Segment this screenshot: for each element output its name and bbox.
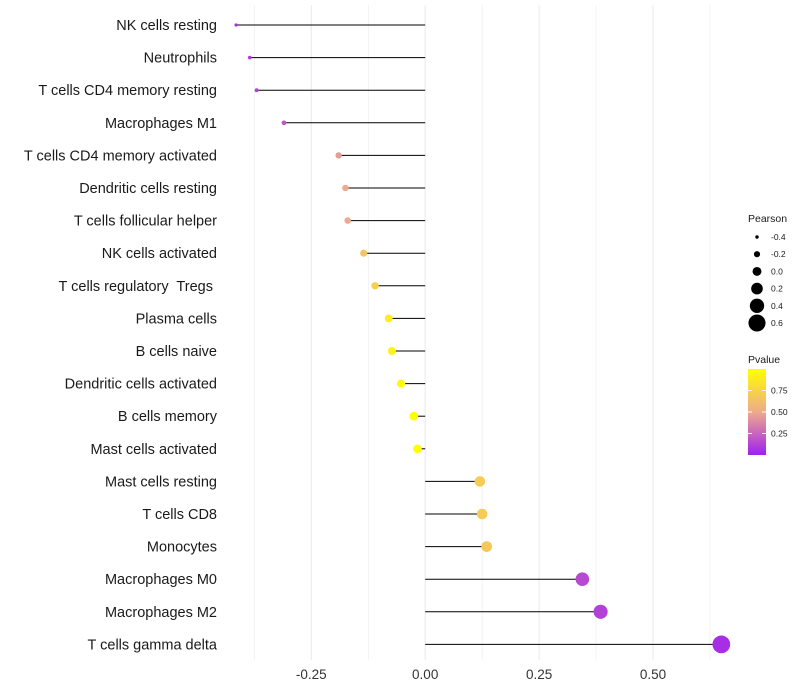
lollipop-point: [413, 444, 422, 454]
size-legend-label: 0.2: [771, 284, 783, 294]
category-label: Macrophages M1: [105, 116, 217, 132]
lollipop-point: [254, 88, 259, 93]
lollipop-point: [575, 572, 590, 587]
lollipop-point: [234, 23, 238, 27]
category-label: NK cells activated: [102, 246, 217, 262]
color-bar: [748, 369, 766, 455]
size-legend-key: [755, 235, 759, 239]
lollipop-point: [360, 249, 368, 257]
category-label: T cells CD4 memory resting: [38, 83, 217, 99]
size-legend-label: -0.4: [771, 232, 786, 242]
lollipop-point: [281, 120, 287, 126]
color-legend-label: 0.75: [771, 386, 788, 396]
category-label: Dendritic cells activated: [65, 377, 217, 393]
lollipop-point: [409, 411, 419, 421]
lollipop-point: [593, 604, 608, 619]
color-legend-title: Pvalue: [748, 354, 780, 366]
lollipop-point: [344, 217, 352, 224]
size-legend-key: [749, 298, 765, 313]
category-label: Mast cells resting: [105, 474, 217, 490]
grid-layer: [254, 5, 711, 660]
category-label: NK cells resting: [116, 18, 217, 34]
x-tick-label: 0.00: [412, 667, 438, 682]
color-legend-label: 0.25: [771, 429, 788, 439]
size-legend-label: 0.4: [771, 301, 783, 311]
lollipop-point: [247, 55, 252, 60]
x-tick-label: 0.25: [526, 667, 552, 682]
size-legend-label: 0.6: [771, 318, 783, 328]
category-label: Macrophages M2: [105, 605, 217, 621]
category-axis: NK cells resting Neutrophils T cells CD4 m…: [24, 18, 218, 653]
x-tick-label: 0.50: [640, 667, 666, 682]
size-legend-key: [753, 251, 761, 258]
x-tick-label: -0.25: [296, 667, 327, 682]
lollipop-point: [476, 508, 488, 520]
size-legend-label: -0.2: [771, 249, 786, 259]
category-label: Mast cells activated: [90, 442, 217, 458]
stem-layer: [236, 24, 722, 645]
x-axis: -0.25 0.00 0.25 0.50: [296, 667, 666, 682]
point-layer: [234, 23, 731, 654]
size-legend-key: [751, 282, 763, 295]
size-legend-label: 0.0: [771, 266, 783, 276]
category-label: B cells memory: [118, 409, 218, 425]
lollipop-point: [712, 635, 731, 654]
lollipop-point: [396, 379, 406, 388]
category-label: T cells follicular helper: [74, 214, 217, 230]
size-legend: -0.4 -0.2 0.0 0.2 0.4 0.6: [748, 232, 786, 332]
category-label: T cells regulatory Tregs: [59, 279, 218, 295]
category-label: Dendritic cells resting: [79, 181, 217, 197]
lollipop-point: [371, 282, 379, 290]
lollipop-point: [387, 347, 396, 355]
color-legend-label: 0.50: [771, 407, 788, 417]
lollipop-point: [384, 314, 393, 323]
category-label: Macrophages M0: [105, 572, 217, 588]
category-label: T cells gamma delta: [88, 637, 218, 653]
category-label: T cells CD4 memory activated: [24, 148, 217, 164]
lollipop-point: [481, 541, 493, 552]
legend: Pearson -0.4 -0.2 0.0 0.2 0.4 0.6 Pvalue 0.75…: [748, 213, 788, 455]
category-label: T cells CD8: [142, 507, 217, 523]
size-legend-title: Pearson: [748, 213, 787, 225]
category-label: Monocytes: [147, 540, 217, 556]
lollipop-point: [474, 476, 486, 487]
lollipop-point: [342, 184, 349, 192]
category-label: B cells naive: [136, 344, 217, 360]
size-legend-key: [748, 314, 766, 332]
size-legend-key: [752, 266, 762, 276]
color-legend: 0.75 0.50 0.25: [748, 386, 788, 439]
category-label: Plasma cells: [136, 311, 217, 327]
lollipop-point: [335, 152, 342, 159]
category-label: Neutrophils: [144, 51, 217, 67]
